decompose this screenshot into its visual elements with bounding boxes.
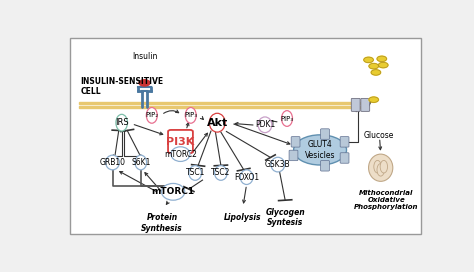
- Ellipse shape: [282, 111, 292, 126]
- Ellipse shape: [135, 155, 146, 170]
- Ellipse shape: [380, 160, 388, 173]
- Text: PIP₃: PIP₃: [281, 116, 293, 122]
- FancyBboxPatch shape: [70, 38, 421, 234]
- Text: PIP₂: PIP₂: [145, 112, 158, 118]
- Ellipse shape: [146, 107, 157, 123]
- Bar: [80, 102, 360, 104]
- Text: IRS: IRS: [115, 118, 128, 127]
- Ellipse shape: [258, 117, 272, 133]
- Ellipse shape: [374, 160, 381, 173]
- Text: Glycogen
Syntesis: Glycogen Syntesis: [265, 208, 305, 227]
- Ellipse shape: [162, 183, 185, 200]
- FancyBboxPatch shape: [320, 160, 329, 171]
- Text: mTORC1: mTORC1: [152, 187, 195, 196]
- Bar: [80, 106, 360, 108]
- Ellipse shape: [171, 147, 190, 162]
- Ellipse shape: [215, 166, 227, 180]
- Circle shape: [293, 135, 346, 165]
- Circle shape: [378, 62, 388, 68]
- FancyBboxPatch shape: [289, 150, 298, 161]
- Ellipse shape: [210, 113, 225, 132]
- Ellipse shape: [189, 166, 201, 180]
- Text: Lipolysis: Lipolysis: [224, 213, 262, 222]
- Circle shape: [369, 97, 378, 102]
- Text: S6K1: S6K1: [131, 158, 150, 167]
- Text: INSULIN-SENSITIVE
CELL: INSULIN-SENSITIVE CELL: [81, 77, 164, 96]
- Circle shape: [139, 80, 150, 86]
- Text: FOXO1: FOXO1: [234, 173, 259, 182]
- Ellipse shape: [240, 170, 253, 184]
- Circle shape: [377, 56, 387, 61]
- Ellipse shape: [185, 107, 196, 123]
- Text: GSK3B: GSK3B: [265, 160, 291, 169]
- Text: Protein
Synthesis: Protein Synthesis: [141, 213, 183, 233]
- Text: GRB10: GRB10: [100, 158, 126, 167]
- Ellipse shape: [369, 154, 393, 181]
- Text: Glucose: Glucose: [364, 131, 394, 140]
- Text: Mithocondrial
Oxidative
Phosphorylation: Mithocondrial Oxidative Phosphorylation: [354, 190, 419, 210]
- Circle shape: [369, 63, 378, 69]
- FancyBboxPatch shape: [351, 98, 360, 112]
- Ellipse shape: [271, 157, 285, 172]
- Ellipse shape: [106, 155, 119, 170]
- Text: mTORC2: mTORC2: [164, 150, 197, 159]
- FancyBboxPatch shape: [340, 137, 349, 147]
- Text: TSC2: TSC2: [211, 168, 230, 177]
- Circle shape: [371, 70, 381, 75]
- FancyBboxPatch shape: [168, 130, 193, 153]
- Circle shape: [364, 57, 374, 63]
- Text: GLUT4
Vesicles: GLUT4 Vesicles: [305, 140, 335, 160]
- FancyBboxPatch shape: [320, 129, 329, 139]
- Ellipse shape: [377, 163, 384, 176]
- Text: PIP₃: PIP₃: [184, 112, 197, 118]
- FancyBboxPatch shape: [361, 98, 370, 112]
- Text: Akt: Akt: [207, 118, 228, 128]
- Text: PI3K: PI3K: [166, 137, 195, 147]
- FancyBboxPatch shape: [340, 153, 349, 163]
- Text: Insulin: Insulin: [132, 52, 157, 61]
- FancyBboxPatch shape: [291, 137, 300, 147]
- Ellipse shape: [116, 114, 128, 131]
- Text: TSC1: TSC1: [185, 168, 205, 177]
- Text: PDK1: PDK1: [255, 120, 275, 129]
